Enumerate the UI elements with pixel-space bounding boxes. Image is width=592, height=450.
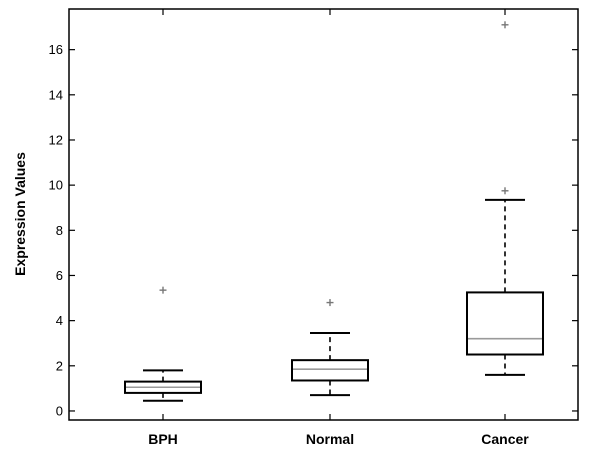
outlier-point bbox=[159, 286, 167, 294]
outlier-point bbox=[501, 187, 509, 195]
box-cancer bbox=[466, 21, 544, 376]
y-axis-title: Expression Values bbox=[12, 152, 28, 276]
outlier-point bbox=[326, 299, 334, 307]
iqr-box bbox=[291, 359, 369, 382]
x-category-label: BPH bbox=[148, 431, 178, 447]
y-tick-label: 2 bbox=[56, 358, 63, 373]
box-bph bbox=[124, 286, 202, 402]
y-tick-label: 8 bbox=[56, 223, 63, 238]
outlier-point bbox=[501, 21, 509, 29]
x-axis: BPH Normal Cancer bbox=[148, 9, 529, 447]
x-category-label: Cancer bbox=[481, 431, 529, 447]
y-tick-label: 12 bbox=[49, 132, 63, 147]
y-tick-label: 4 bbox=[56, 313, 63, 328]
y-tick-label: 10 bbox=[49, 178, 63, 193]
y-tick-label: 16 bbox=[49, 42, 63, 57]
box-series bbox=[124, 21, 544, 402]
y-axis: 0 2 4 6 8 10 12 14 16 bbox=[49, 42, 578, 418]
y-tick-label: 14 bbox=[49, 87, 63, 102]
y-tick-label: 0 bbox=[56, 403, 63, 418]
plot-frame bbox=[68, 8, 579, 421]
y-tick-label: 6 bbox=[56, 268, 63, 283]
iqr-box bbox=[466, 291, 544, 356]
box-normal bbox=[291, 299, 369, 397]
x-category-label: Normal bbox=[306, 431, 354, 447]
